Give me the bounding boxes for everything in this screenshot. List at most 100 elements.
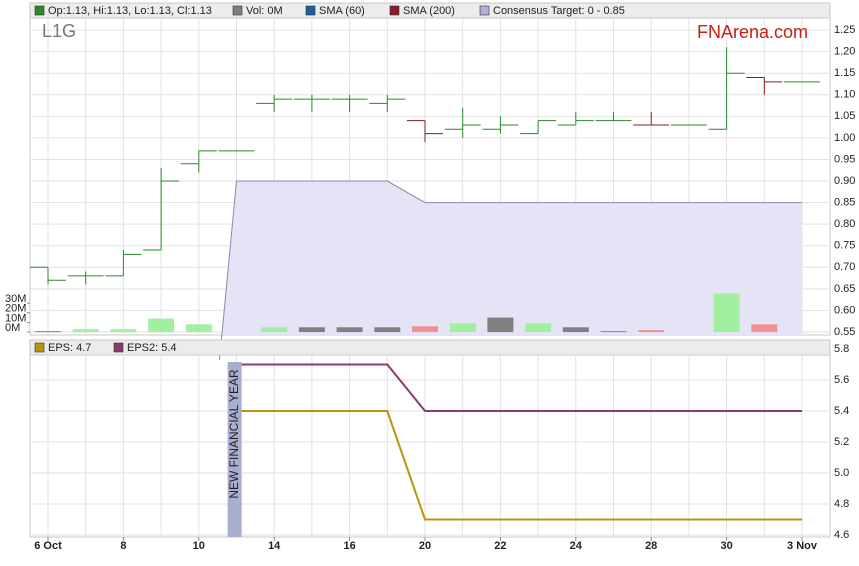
y2-tick-label: 0M bbox=[5, 322, 20, 334]
volume-bar bbox=[72, 329, 99, 333]
ohlc-bar bbox=[180, 150, 217, 173]
x-tick-label: 22 bbox=[494, 540, 506, 552]
ohlc-bar bbox=[293, 94, 330, 113]
legend-swatch bbox=[479, 5, 490, 16]
ohlc-bar bbox=[105, 250, 142, 277]
volume-bar bbox=[185, 324, 212, 333]
volume-bar bbox=[336, 327, 363, 333]
ohlc-bar bbox=[444, 107, 481, 138]
legend-label: Op:1.13, Hi:1.13, Lo:1.13, Cl:1.13 bbox=[48, 5, 212, 17]
volume-bar bbox=[148, 318, 175, 333]
consensus-line bbox=[236, 180, 802, 204]
y2-tick-label: 10M bbox=[5, 312, 26, 324]
x-tick-label: 14 bbox=[268, 540, 281, 552]
volume-bar bbox=[261, 327, 288, 333]
legend-label: EPS2: 5.4 bbox=[127, 342, 177, 354]
y-tick-label: 1.10 bbox=[834, 89, 855, 101]
y2-tick-label: 30M bbox=[5, 293, 26, 305]
volume-bar bbox=[35, 331, 61, 333]
symbol: L1G bbox=[42, 21, 76, 41]
annotation: NEW FINANCIAL YEAR bbox=[227, 369, 241, 499]
volume-bar bbox=[449, 323, 476, 333]
annotation-band bbox=[227, 362, 242, 537]
consensus-area bbox=[221, 181, 802, 335]
x-tick-label: 30 bbox=[720, 540, 732, 552]
eps-panel bbox=[29, 339, 831, 538]
y-tick-label: 1.20 bbox=[834, 46, 855, 58]
eps-line bbox=[236, 409, 802, 521]
volume-bar bbox=[562, 327, 589, 333]
y-tick-label: 1.05 bbox=[834, 110, 855, 122]
watermark: FNArena.com bbox=[697, 22, 808, 42]
y-tick-label: 4.8 bbox=[834, 498, 849, 510]
ohlc-bar bbox=[369, 94, 406, 113]
y-tick-label: 0.75 bbox=[834, 240, 855, 252]
volume-bar bbox=[487, 317, 514, 333]
ohlc-bar bbox=[595, 112, 632, 122]
y-tick-label: 0.80 bbox=[834, 218, 855, 230]
eps-line bbox=[236, 363, 802, 412]
legend-label: SMA (60) bbox=[319, 5, 365, 17]
legend-swatch bbox=[34, 5, 45, 16]
y-tick-label: 0.95 bbox=[834, 153, 855, 165]
volume-bar bbox=[638, 330, 665, 333]
y-tick-label: 0.90 bbox=[834, 175, 855, 187]
legend-label: SMA (200) bbox=[403, 5, 455, 17]
legend-swatch bbox=[389, 5, 400, 16]
y-tick-label: 0.55 bbox=[834, 326, 855, 338]
volume-bar bbox=[600, 331, 627, 333]
legend-label: Vol: 0M bbox=[246, 5, 283, 17]
x-tick-label: 10 bbox=[193, 540, 205, 552]
x-tick-label: 28 bbox=[645, 540, 657, 552]
legend-swatch bbox=[232, 5, 243, 16]
volume-bar bbox=[412, 326, 438, 333]
ohlc-bar bbox=[407, 120, 443, 143]
x-tick-label: 6 Oct bbox=[34, 540, 62, 552]
x-tick-label: 24 bbox=[570, 540, 583, 552]
ohlc-bar bbox=[331, 94, 368, 113]
y-tick-label: 1.00 bbox=[834, 132, 855, 144]
ohlc-bar bbox=[557, 112, 594, 126]
y-tick-label: 0.65 bbox=[834, 283, 855, 295]
y-tick-label: 4.6 bbox=[834, 529, 849, 541]
x-tick-label: 3 Nov bbox=[787, 540, 818, 552]
x-tick-label: 20 bbox=[419, 540, 431, 552]
legend-strip bbox=[29, 2, 831, 19]
legend-swatch bbox=[113, 342, 124, 353]
ohlc-bar bbox=[143, 168, 180, 251]
ohlc-bar bbox=[482, 116, 519, 134]
x-tick-label: 16 bbox=[343, 540, 355, 552]
y-tick-label: 5.4 bbox=[834, 405, 849, 417]
volume-bar bbox=[525, 323, 552, 333]
y-tick-label: 5.2 bbox=[834, 436, 849, 448]
y-tick-label: 1.25 bbox=[834, 24, 855, 36]
y-tick-label: 5.0 bbox=[834, 467, 849, 479]
y-tick-label: 1.15 bbox=[834, 67, 855, 79]
volume-bar bbox=[713, 293, 740, 333]
legend-strip bbox=[29, 339, 831, 356]
ohlc-bar bbox=[30, 266, 66, 285]
ohlc-bar bbox=[633, 112, 670, 126]
volume-bar bbox=[751, 324, 778, 333]
ohlc-bar bbox=[256, 94, 293, 113]
y-tick-label: 5.8 bbox=[834, 343, 849, 355]
y-tick-label: 0.70 bbox=[834, 261, 855, 273]
legend-swatch bbox=[305, 5, 316, 16]
ohlc-bar bbox=[746, 77, 783, 95]
volume-bar bbox=[298, 327, 325, 333]
legend-label: EPS: 4.7 bbox=[48, 342, 91, 354]
ohlc-bar bbox=[520, 120, 557, 135]
y-tick-label: 0.85 bbox=[834, 196, 855, 208]
consensus-rise bbox=[219, 180, 237, 361]
y2-tick-label: 20M bbox=[5, 303, 26, 315]
legend-label: Consensus Target: 0 - 0.85 bbox=[493, 5, 625, 17]
y-tick-label: 5.6 bbox=[834, 374, 849, 386]
x-tick-label: 8 bbox=[120, 540, 126, 552]
ohlc-bar bbox=[67, 271, 104, 285]
volume-bar bbox=[110, 329, 137, 333]
legend-swatch bbox=[34, 342, 45, 353]
y-tick-label: 0.60 bbox=[834, 304, 855, 316]
ohlc-bar bbox=[708, 47, 745, 130]
